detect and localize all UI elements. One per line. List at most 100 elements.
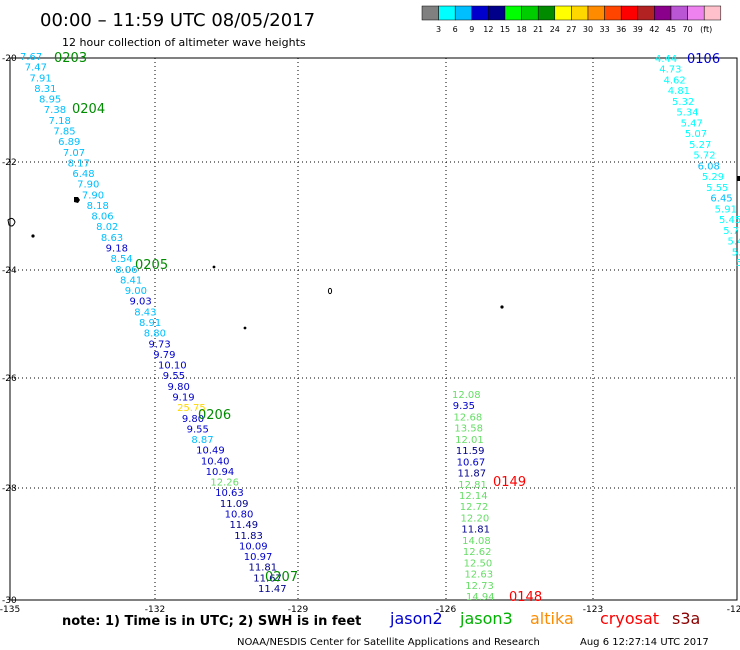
- colorbar-label: 3: [436, 25, 441, 34]
- colorbar-label: 6: [453, 25, 458, 34]
- swh-value: 12.73: [465, 581, 494, 592]
- swh-value: 12.08: [452, 390, 481, 401]
- swh-value: 7.67: [20, 52, 42, 63]
- swh-value: 4.62: [664, 75, 686, 86]
- swh-value: 12.14: [459, 491, 488, 502]
- island-4: [212, 265, 216, 269]
- map-subtitle: 12 hour collection of altimeter wave hei…: [62, 36, 306, 49]
- swh-value: 12.26: [210, 478, 239, 489]
- island-8: [737, 176, 740, 181]
- swh-value: 8.06: [115, 265, 137, 276]
- swh-value: 8.31: [34, 84, 56, 95]
- swh-value: 5.47: [681, 118, 703, 129]
- colorbar-label: 36: [616, 25, 626, 34]
- swh-value: 7.07: [63, 148, 85, 159]
- colorbar-label: 21: [533, 25, 543, 34]
- swh-value: 12.68: [454, 412, 483, 423]
- swh-value: 8.95: [39, 95, 61, 106]
- colorbar-swatch: [438, 5, 456, 21]
- swh-value: 12.81: [458, 480, 487, 491]
- swh-value: 11.87: [457, 469, 486, 480]
- colorbar-swatch: [554, 5, 572, 21]
- swh-value: 4.81: [668, 86, 690, 97]
- swh-value: 8.87: [191, 435, 213, 446]
- pass-label: 0148: [509, 590, 542, 605]
- altimeter-tracks: 7.677.477.918.318.957.387.187.856.897.07…: [20, 52, 740, 603]
- swh-value: 8.54: [110, 254, 132, 265]
- colorbar-label: 39: [633, 25, 643, 34]
- swh-value: 4.73: [659, 65, 681, 76]
- swh-value: 25.75: [177, 403, 206, 414]
- colorbar-swatch: [571, 5, 589, 21]
- swh-value: 9.80: [168, 382, 190, 393]
- swh-value: 9.18: [106, 244, 128, 255]
- swh-value: 6.89: [58, 137, 80, 148]
- island-5: [327, 287, 333, 295]
- lat-tick-label: -30: [2, 596, 17, 606]
- swh-value: 9.19: [172, 392, 194, 403]
- swh-value: 11.49: [229, 520, 258, 531]
- swh-value: 8.18: [87, 201, 109, 212]
- swh-value: 11.09: [220, 499, 249, 510]
- colorbar-label: 9: [469, 25, 474, 34]
- lat-tick-label: -20: [2, 54, 17, 64]
- lon-tick-label: -123: [583, 605, 603, 615]
- colorbar-label: 33: [600, 25, 610, 34]
- colorbar-swatch: [637, 5, 655, 21]
- swh-value: 11.83: [234, 531, 263, 542]
- swh-value: 5.32: [672, 97, 694, 108]
- colorbar-label: 30: [583, 25, 593, 34]
- island-3: [31, 234, 35, 238]
- island-7: [500, 305, 504, 309]
- colorbar-swatch: [670, 5, 688, 21]
- pass-label: 0203: [54, 51, 87, 66]
- footer-timestamp: Aug 6 12:27:14 UTC 2017: [580, 637, 709, 648]
- colorbar-label: 45: [666, 25, 676, 34]
- swh-value: 12.72: [460, 502, 489, 513]
- colorbar-label: 18: [517, 25, 527, 34]
- swh-value: 11.59: [456, 446, 485, 457]
- colorbar-swatch: [587, 5, 605, 21]
- swh-value: 7.38: [44, 105, 66, 116]
- colorbar-label: 15: [500, 25, 510, 34]
- pass-labels: 0203 0204 0205 0206 0207 0106 0149 0148: [54, 51, 720, 605]
- swh-value: 10.49: [196, 446, 225, 457]
- pass-label: 0205: [135, 258, 168, 273]
- island-1: [74, 197, 80, 203]
- swh-value: 5.27: [689, 140, 711, 151]
- colorbar-swatch: [454, 5, 473, 21]
- satellite-legend: jason2 jason3 altika cryosat s3a: [389, 609, 700, 628]
- colorbar-label: 12: [483, 25, 493, 34]
- lat-tick-label: -22: [2, 158, 17, 168]
- swh-value: 9.55: [163, 371, 185, 382]
- swh-value: 6.08: [698, 161, 720, 172]
- swh-value: 9.00: [125, 286, 147, 297]
- colorbar-swatch: [654, 5, 672, 21]
- colorbar-label: 27: [566, 25, 576, 34]
- swh-value: 5.72: [693, 151, 715, 162]
- swh-value: 10.80: [225, 510, 254, 521]
- swh-value: 12.62: [463, 547, 492, 558]
- swh-value: 14.94: [466, 592, 495, 603]
- swh-value: 12.01: [455, 435, 484, 446]
- swh-value: 7.47: [25, 63, 47, 74]
- swh-value: 5: [736, 258, 740, 269]
- pass-label: 0204: [72, 102, 105, 117]
- legend-cryosat: cryosat: [600, 609, 659, 628]
- swh-value: 5.: [732, 247, 740, 258]
- lat-tick-label: -24: [2, 266, 17, 276]
- swh-value: 9.35: [453, 401, 475, 412]
- footer-note: note: 1) Time is in UTC; 2) SWH is in fe…: [62, 614, 361, 629]
- swh-value: 10.67: [457, 457, 486, 468]
- swh-value: 10.40: [201, 456, 230, 467]
- lon-tick-label: -135: [0, 605, 20, 615]
- swh-value: 9.73: [149, 339, 171, 350]
- swh-value: 10.97: [244, 552, 273, 563]
- colorbar-swatch: [620, 5, 639, 21]
- colorbar-swatch: [488, 5, 506, 21]
- swh-value: 8.91: [139, 318, 161, 329]
- colorbar-label: (ft): [700, 25, 712, 34]
- legend-altika: altika: [530, 609, 574, 628]
- island-2: [7, 217, 16, 227]
- colorbar-swatch: [421, 5, 439, 21]
